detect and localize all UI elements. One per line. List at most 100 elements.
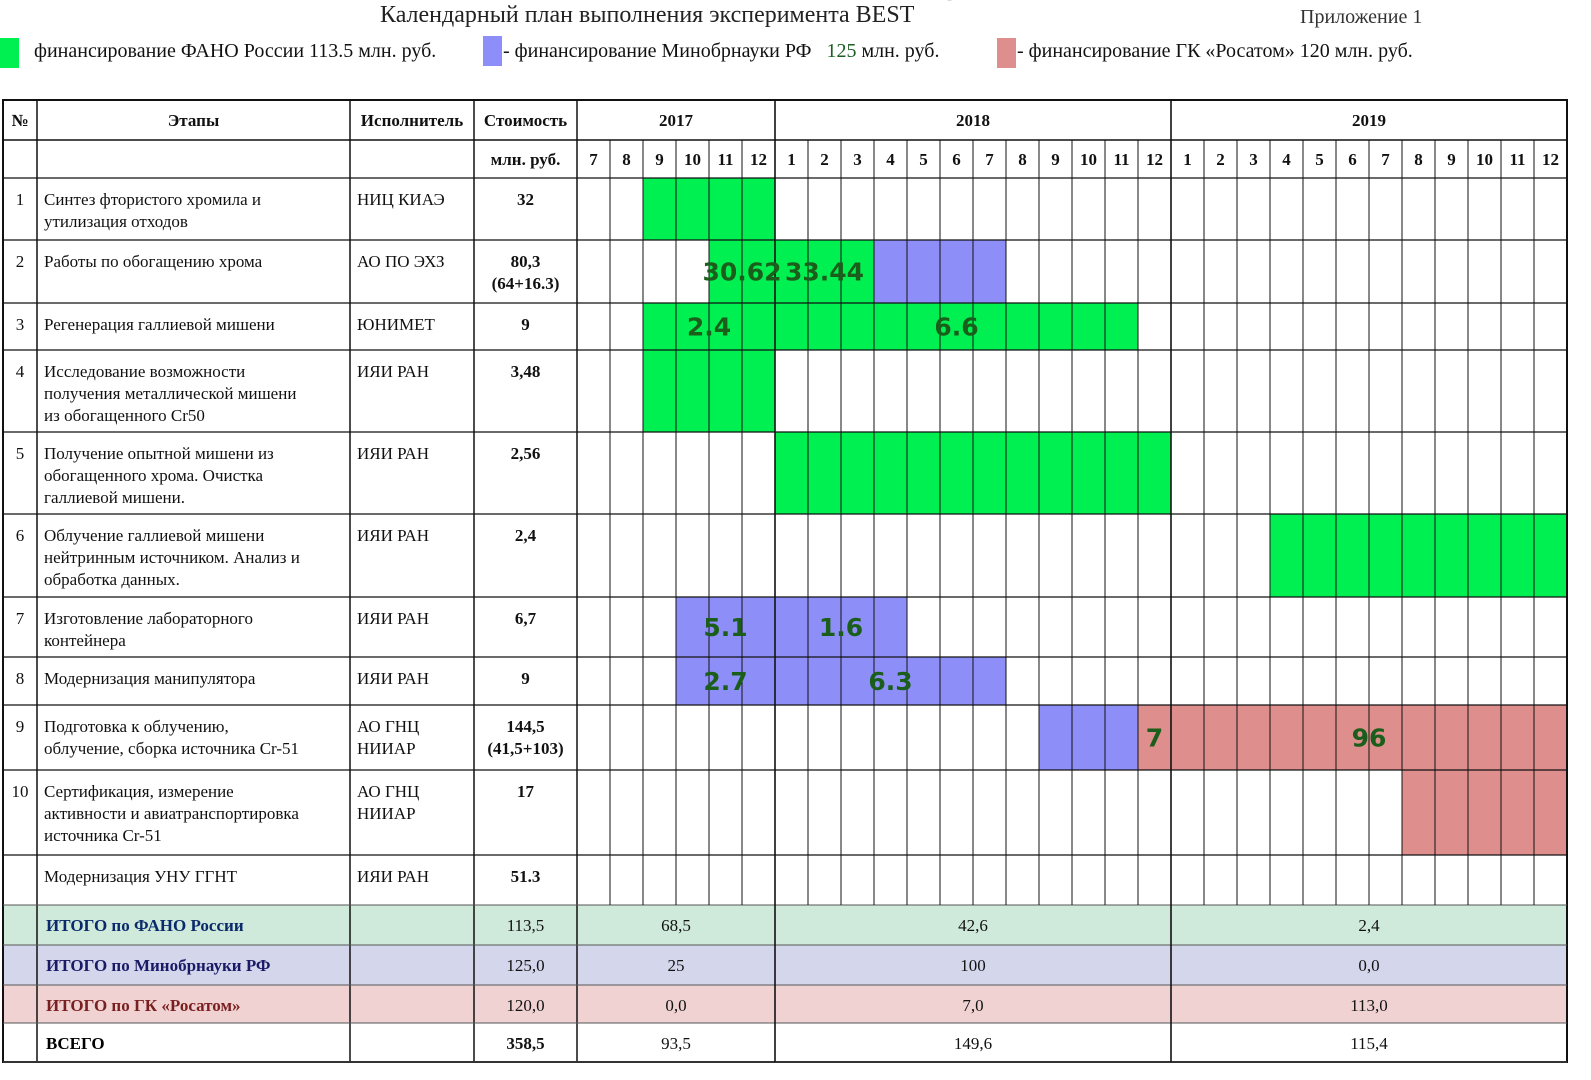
row-stage-text: облучение, сборка источника Cr-51 — [44, 739, 299, 758]
header-month: 6 — [952, 150, 961, 169]
gantt-bar-label: 1.6 — [819, 613, 863, 642]
row-stage-text: Модернизация УНУ ГГНТ — [44, 867, 238, 886]
header-month: 9 — [1051, 150, 1060, 169]
legend-text-minobr-suffix: млн. руб. — [861, 40, 940, 62]
row-executor-text: ИЯИ РАН — [357, 669, 429, 688]
header-year-2017: 2017 — [659, 111, 694, 130]
header-stage: Этапы — [168, 111, 219, 130]
header-month: 8 — [622, 150, 631, 169]
row-cost-text: 51.3 — [511, 867, 541, 886]
row-stage-text: Регенерация галлиевой мишени — [44, 315, 275, 334]
header-month: 12 — [1542, 150, 1559, 169]
header-month: 11 — [1509, 150, 1525, 169]
row-stage-text: Модернизация манипулятора — [44, 669, 256, 688]
row-executor-text: АО ГНЦ — [357, 782, 419, 801]
gantt-bar-label: 34.2 — [942, 0, 1004, 6]
header-month: 8 — [1414, 150, 1423, 169]
gantt-bar-minobr — [676, 597, 775, 657]
row-cost-text: 144,5 — [506, 717, 544, 736]
row-num: 3 — [16, 315, 25, 334]
total-year-value: 100 — [960, 956, 986, 975]
total-cost: 120,0 — [506, 996, 544, 1015]
row-stage-text: Подготовка к облучению, — [44, 717, 229, 736]
row-cost-text: 32 — [517, 190, 534, 209]
header-year-2019: 2019 — [1352, 111, 1386, 130]
row-num: 9 — [16, 717, 25, 736]
gantt-bar-label: 96 — [1352, 724, 1387, 753]
row-stage-text: утилизация отходов — [44, 212, 188, 231]
gantt-bar-label: 6.6 — [934, 313, 978, 342]
header-month: 1 — [787, 150, 796, 169]
header-month: 7 — [985, 150, 994, 169]
header-month: 6 — [1348, 150, 1357, 169]
gantt-bar-label: 2.7 — [703, 667, 747, 696]
gantt-bar-minobr — [1039, 705, 1138, 770]
header-month: 9 — [1447, 150, 1456, 169]
gantt-bar-label: 17.1 — [645, 0, 707, 6]
total-year-value: 0,0 — [665, 996, 686, 1015]
document-title: Календарный план выполнения эксперимента… — [380, 2, 915, 28]
row-num: 6 — [16, 526, 25, 545]
total-year-value: 7,0 — [962, 996, 983, 1015]
header-month: 4 — [1282, 150, 1291, 169]
header-month: 2 — [1216, 150, 1225, 169]
row-stage-text: активности и авиатранспортировка — [44, 804, 299, 823]
total-row-bg — [3, 945, 1567, 985]
row-stage-text: Облучение галлиевой мишени — [44, 526, 264, 545]
row-stage-text: нейтринным источником. Анализ и — [44, 548, 300, 567]
row-stage-text: Исследование возможности — [44, 362, 245, 381]
gantt-bar-label: 2.4 — [687, 313, 731, 342]
total-cost: 358,5 — [506, 1034, 544, 1053]
gantt-bar-label: 33.44 — [785, 258, 864, 287]
gantt-bar-minobr — [775, 657, 1006, 705]
header-month: 7 — [1381, 150, 1390, 169]
row-stage-text: Работы по обогащению хрома — [44, 252, 263, 271]
header-month: 12 — [1146, 150, 1163, 169]
header-month: 4 — [886, 150, 895, 169]
row-executor-text: ИЯИ РАН — [357, 609, 429, 628]
row-num: 7 — [16, 609, 25, 628]
row-stage-text: Сертификация, измерение — [44, 782, 234, 801]
row-stage-text: контейнера — [44, 631, 126, 650]
row-stage-text: источника Cr-51 — [44, 826, 162, 845]
row-stage-text: получения металлической мишени — [44, 384, 296, 403]
header-executor: Исполнитель — [361, 111, 463, 130]
row-executor-text: НИИАР — [357, 739, 416, 758]
row-executor-text: ИЯИ РАН — [357, 867, 429, 886]
gantt-bar-label: 30.62 — [702, 258, 781, 287]
gantt-bar-fano — [775, 240, 874, 303]
total-label: ИТОГО по Минобрнауки РФ — [46, 956, 271, 975]
gantt-bar-fano — [775, 303, 1138, 350]
row-stage-text: из обогащенного Cr50 — [44, 406, 205, 425]
legend-text-rosatom: - финансирование ГК «Росатом» 120 млн. р… — [1017, 40, 1413, 62]
gantt-bar-rosatom — [1138, 705, 1171, 770]
row-cost-text: 80,3 — [511, 252, 541, 271]
header-num: № — [11, 111, 28, 130]
header-month: 10 — [684, 150, 701, 169]
row-num: 1 — [16, 190, 25, 209]
header-month: 2 — [820, 150, 829, 169]
row-cost-text: 6,7 — [515, 609, 537, 628]
row-cost-text: 9 — [521, 315, 530, 334]
total-year-value: 42,6 — [958, 916, 988, 935]
row-executor-text: ЮНИМЕТ — [357, 315, 436, 334]
row-num: 2 — [16, 252, 25, 271]
total-year-value: 2,4 — [1358, 916, 1380, 935]
total-year-value: 68,5 — [661, 916, 691, 935]
total-year-value: 149,6 — [954, 1034, 992, 1053]
row-stage-text: Получение опытной мишени из — [44, 444, 274, 463]
total-year-value: 115,4 — [1350, 1034, 1388, 1053]
header-month: 9 — [655, 150, 664, 169]
total-cost: 125,0 — [506, 956, 544, 975]
gantt-bar-minobr — [676, 657, 775, 705]
total-year-value: 113,0 — [1350, 996, 1388, 1015]
header-month: 8 — [1018, 150, 1027, 169]
row-cost-text: 17 — [517, 782, 535, 801]
header-year-2018: 2018 — [956, 111, 990, 130]
legend-text-fano: финансирование ФАНО России 113.5 млн. ру… — [34, 40, 437, 62]
row-executor-text: НИЦ КИАЭ — [357, 190, 445, 209]
row-cost-text: 9 — [521, 669, 530, 688]
row-executor-text: АО ГНЦ — [357, 717, 419, 736]
header-month: 10 — [1476, 150, 1493, 169]
